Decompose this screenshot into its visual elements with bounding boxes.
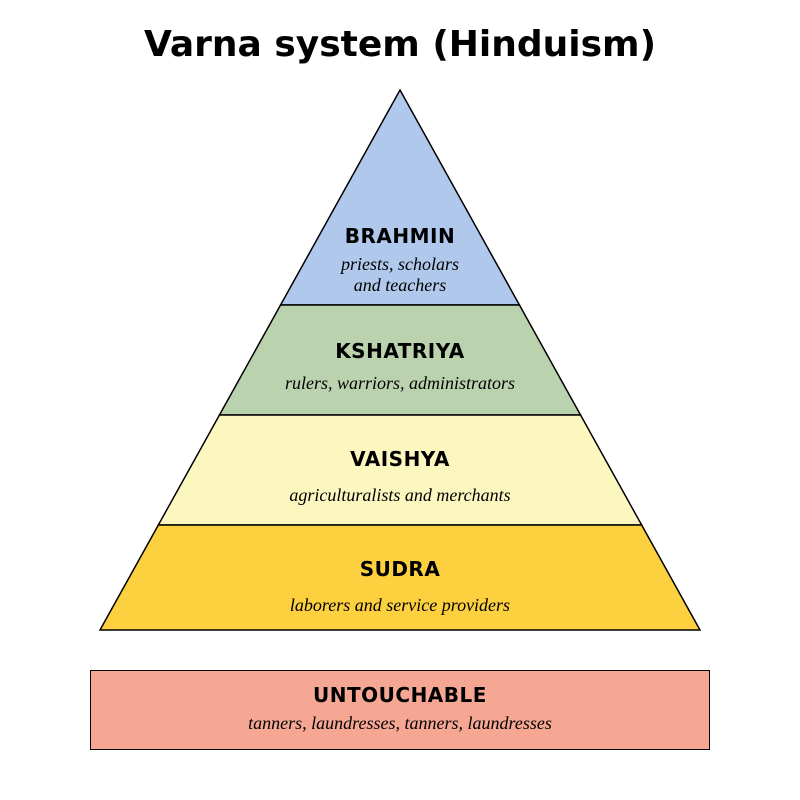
tier-kshatriya-desc: rulers, warriors, administrators — [0, 373, 800, 394]
tier-vaishya: VAISHYA agriculturalists and merchants — [0, 448, 800, 506]
tier-vaishya-name: VAISHYA — [0, 448, 800, 471]
tier-brahmin-desc: priests, scholarsand teachers — [0, 254, 800, 295]
tier-untouchable-name: UNTOUCHABLE — [91, 683, 709, 707]
tier-brahmin: BRAHMIN priests, scholarsand teachers — [0, 225, 800, 295]
tier-sudra-desc: laborers and service providers — [0, 595, 800, 616]
diagram-title: Varna system (Hinduism) — [0, 24, 800, 65]
tier-vaishya-desc: agriculturalists and merchants — [0, 485, 800, 506]
tier-brahmin-name: BRAHMIN — [0, 225, 800, 248]
tier-untouchable: UNTOUCHABLE tanners, laundresses, tanner… — [90, 670, 710, 750]
tier-sudra: SUDRA laborers and service providers — [0, 558, 800, 616]
diagram-container: Varna system (Hinduism) BRAHMIN priests,… — [0, 0, 800, 800]
tier-kshatriya-name: KSHATRIYA — [0, 340, 800, 363]
tier-sudra-name: SUDRA — [0, 558, 800, 581]
tier-kshatriya: KSHATRIYA rulers, warriors, administrato… — [0, 340, 800, 394]
tier-untouchable-desc: tanners, laundresses, tanners, laundress… — [91, 713, 709, 734]
